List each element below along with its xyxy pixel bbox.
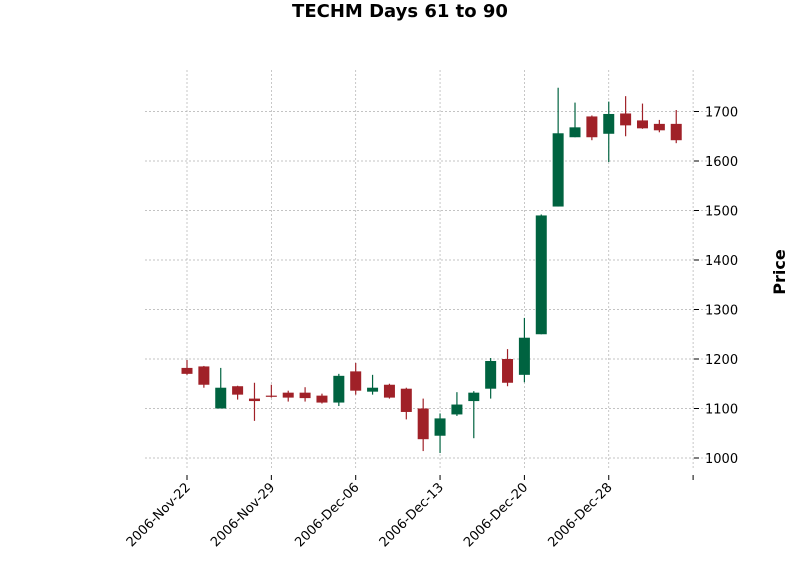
y-tick-label: 1300 [705, 304, 738, 319]
candle-body-up [333, 375, 345, 403]
y-tick-label: 1600 [705, 155, 738, 170]
candle-body-down [198, 366, 210, 385]
candle-body-down [417, 408, 429, 440]
axis-layer: 1000 1100 1200 1300 1400 1500 1600 1700 2006-Nov… [124, 106, 738, 551]
candle-body-up [603, 113, 615, 134]
candle-body-up [367, 387, 379, 392]
candle-body-down [670, 123, 682, 141]
candle-body-down [299, 392, 311, 399]
candle-body-up [535, 215, 547, 335]
y-tick-label: 1200 [705, 353, 738, 368]
candle-body-up [485, 360, 497, 389]
candle-body-down [383, 384, 395, 398]
x-tick-label: 2006-Dec-13 [377, 480, 447, 550]
x-tick-label: 2006-Nov-22 [124, 480, 194, 550]
candle-body-up [518, 337, 530, 375]
y-tick-label: 1000 [705, 452, 738, 467]
y-tick-label: 1500 [705, 205, 738, 220]
candle-body-down [653, 123, 665, 131]
candle-body-down [232, 386, 244, 395]
x-tick-label: 2006-Nov-29 [208, 480, 278, 550]
candle-body-down [620, 113, 632, 126]
x-tick-label: 2006-Dec-06 [292, 480, 362, 550]
x-tick-label: 2006-Dec-28 [545, 480, 615, 550]
candle-layer [181, 87, 682, 454]
x-tick-label: 2006-Dec-20 [461, 480, 531, 550]
candle-body-down [282, 392, 294, 398]
candle-body-down [636, 120, 648, 129]
candle-body-down [316, 395, 328, 403]
candle-body-down [265, 395, 277, 397]
candle-body-up [552, 133, 564, 207]
y-tick-label: 1100 [705, 403, 738, 418]
candle-body-down [502, 359, 514, 383]
grid-layer [145, 70, 712, 470]
candle-body-up [468, 392, 480, 402]
candle-body-down [350, 371, 362, 391]
y-axis-label: Price [770, 249, 789, 295]
y-tick-label: 1700 [705, 106, 738, 121]
candle-body-up [215, 387, 227, 409]
candle-body-down [400, 388, 412, 412]
candle-body-down [181, 367, 193, 374]
candle-body-down [586, 116, 598, 138]
candle-body-up [451, 404, 463, 415]
candle-body-down [248, 398, 260, 402]
y-tick-label: 1400 [705, 254, 738, 269]
candle-body-up [434, 418, 446, 436]
chart-title: TECHM Days 61 to 90 [292, 1, 508, 22]
candle-body-up [569, 127, 581, 138]
